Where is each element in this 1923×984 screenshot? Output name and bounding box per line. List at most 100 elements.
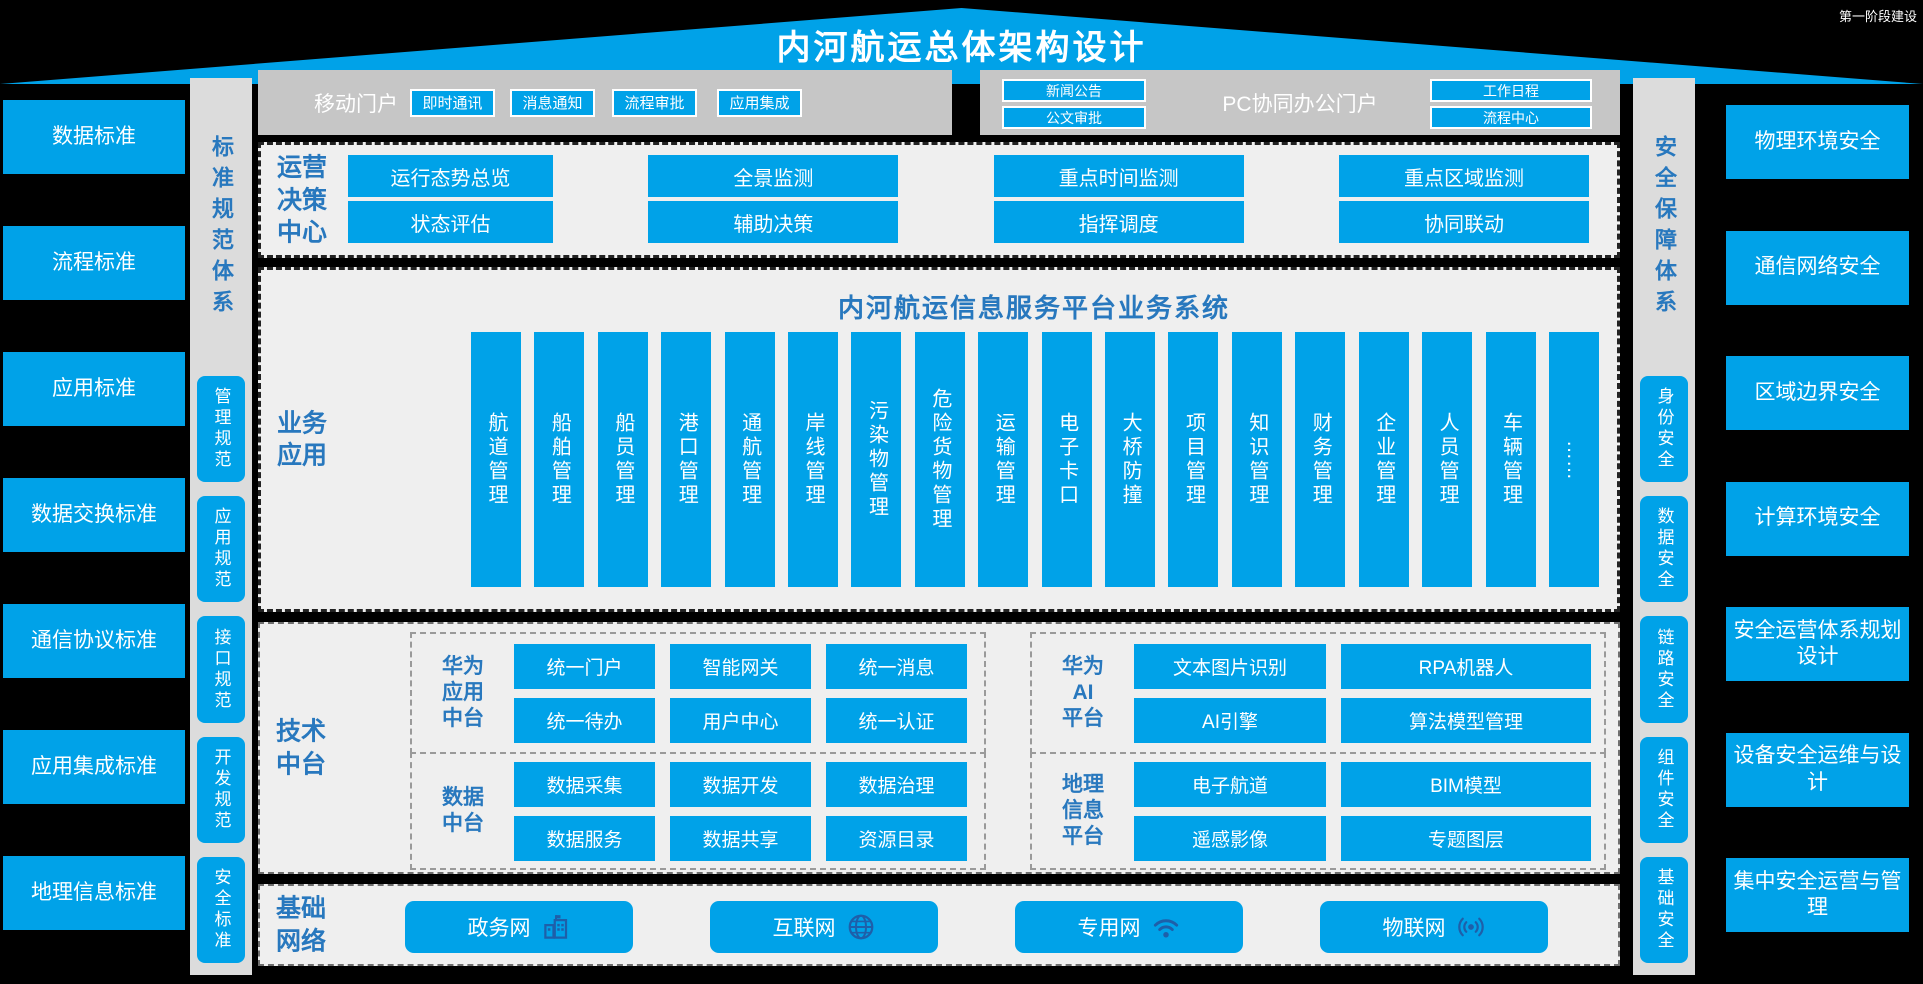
security-layer-box: 数据安全 [1640,496,1688,603]
pc-portal-panel: PC协同办公门户 新闻公告 公文审批 工作日程 流程中心 [980,70,1620,135]
network-button-label: 专用网 [1077,917,1141,940]
business-system-label: 岸线管理 [802,411,825,508]
standards-spec-title: 标准规范体系 [209,135,234,321]
business-system-box: 项目管理 [1168,332,1219,587]
tech-button: 数据服务 [514,815,655,861]
security-box: 计算环境安全 [1726,481,1909,556]
security-assurance-title: 安全保障体系 [1652,135,1677,321]
business-systems: 航道管理 船舶管理 船员管理 港口管理 通航管理 岸线管理 污染物管理 危险货物管理 运输管理 电… [471,332,1599,587]
right-security-column: 物理环境安全 通信网络安全 区域边界安全 计算环境安全 安全运营体系规划设计 设备安全运维… [1726,105,1909,932]
business-system-label: 大桥防撞 [1119,411,1142,508]
pc-portal-button: 流程中心 [1430,106,1592,129]
tech-button: AI引擎 [1134,697,1326,743]
tech-middle-platform-label: 技术 中台 [276,717,327,779]
tech-button: 统一消息 [826,643,967,689]
business-system-box: 财务管理 [1295,332,1346,587]
tech-group-buttons: 数据采集 数据开发 数据治理 数据服务 数据共享 资源目录 [514,761,967,861]
spec-box: 安全标准 [197,856,245,964]
network-buttons: 政务网 互联网 专用网 物联网 [405,901,1548,953]
operation-button: 重点区域监测 [1338,155,1589,197]
mobile-portal-button: 应用集成 [717,88,802,117]
operation-button: 全景监测 [648,155,899,197]
security-layer-box: 基础安全 [1640,856,1688,964]
tech-button: 用户中心 [670,697,811,743]
operation-button: 重点时间监测 [993,155,1244,197]
security-layer-box: 组件安全 [1640,736,1688,843]
business-system-box: 船舶管理 [534,332,585,587]
tech-middle-platform-section: 技术 中台 华为 应用 中台 统一门户 智能网关 统一消息 统一待办 用户中心 统一认证 数据 中台数… [258,622,1620,874]
business-system-label: 危险货物管理 [928,387,951,532]
standard-box: 数据标准 [3,100,185,174]
security-layer-box-label: 基础安全 [1654,867,1674,952]
business-system-box: 通航管理 [724,332,775,587]
tech-group-label: 数据 中台 [442,785,484,835]
business-system-label: 知识管理 [1245,411,1268,508]
globe-icon [848,914,873,940]
tech-group: 华为 AI 平台 文本图片识别 RPA机器人 AI引擎 算法模型管理 [1030,632,1606,754]
tech-group-label: 华为 应用 中台 [442,654,484,731]
business-system-box: 岸线管理 [788,332,839,587]
business-system-label: 通航管理 [738,411,761,508]
network-button: 政务网 [405,901,633,953]
business-system-label: 运输管理 [992,411,1015,508]
mobile-portal-panel: 移动门户 即时通讯 消息通知 流程审批 应用集成 [258,70,952,135]
tech-button: 统一门户 [514,643,655,689]
business-system-box: 运输管理 [978,332,1029,587]
tech-button: 统一认证 [826,697,967,743]
mobile-portal-button: 消息通知 [510,88,595,117]
business-system-box: 危险货物管理 [914,332,965,587]
security-layer-box-label: 数据安全 [1654,507,1674,592]
tech-button: 资源目录 [826,815,967,861]
security-layer-box-label: 组件安全 [1654,747,1674,832]
tech-button: 统一待办 [514,697,655,743]
tech-button: 电子航道 [1134,761,1326,807]
network-button: 互联网 [710,901,938,953]
business-system-box: 大桥防撞 [1105,332,1156,587]
operation-button: 状态评估 [348,201,553,243]
business-system-box: 航道管理 [471,332,521,587]
operation-button-row: 状态评估 辅助决策 指挥调度 协同联动 [348,201,1589,243]
network-button-label: 物联网 [1382,917,1446,940]
security-box: 安全运营体系规划设计 [1726,607,1909,681]
standard-box: 应用标准 [3,352,185,426]
network-button-label: 互联网 [772,917,836,940]
business-platform-title: 内河航运信息服务平台业务系统 [837,293,1230,323]
security-box: 通信网络安全 [1726,230,1909,305]
tech-group-buttons: 文本图片识别 RPA机器人 AI引擎 算法模型管理 [1134,643,1591,743]
tech-group: 华为 应用 中台 统一门户 智能网关 统一消息 统一待办 用户中心 统一认证 [410,632,986,754]
operation-decision-label: 运营 决策 中心 [277,153,328,247]
business-system-box: 知识管理 [1231,332,1282,587]
security-assurance-column: 安全保障体系 身份安全 数据安全 链路安全 组件安全 基础安全 [1633,78,1695,975]
security-box: 区域边界安全 [1726,356,1909,430]
tech-group-label: 华为 AI 平台 [1062,654,1104,731]
business-system-label: 项目管理 [1182,411,1205,508]
operation-button: 运行态势总览 [348,155,553,197]
pc-portal-label: PC协同办公门户 [1222,92,1378,116]
tech-button: 数据共享 [670,815,811,861]
network-button-label: 政务网 [467,917,531,940]
business-system-label: 电子卡口 [1055,411,1078,508]
tech-button: 遥感影像 [1134,815,1326,861]
operation-button: 指挥调度 [993,201,1244,243]
standard-box: 地理信息标准 [3,856,185,930]
spec-box-label: 接口规范 [211,627,231,712]
tech-button: RPA机器人 [1341,643,1591,689]
standards-spec-column: 标准规范体系 管理规范 应用规范 接口规范 开发规范 安全标准 [190,78,252,975]
tech-button: 数据采集 [514,761,655,807]
tech-group-buttons: 电子航道 BIM模型 遥感影像 专题图层 [1134,761,1591,861]
business-system-label: 企业管理 [1372,411,1395,508]
mobile-portal-button: 即时通讯 [410,88,495,117]
business-system-box: 电子卡口 [1041,332,1092,587]
operation-button-row: 运行态势总览 全景监测 重点时间监测 重点区域监测 [348,155,1589,197]
network-button: 物联网 [1320,901,1548,953]
pc-portal-button: 新闻公告 [1002,79,1146,102]
business-system-box: …… [1548,332,1599,587]
business-system-box: 污染物管理 [851,332,902,587]
tech-button: 文本图片识别 [1134,643,1326,689]
spec-box-label: 安全标准 [211,867,231,952]
stage-note: 第一阶段建设 [1838,9,1917,24]
operation-button: 辅助决策 [648,201,899,243]
standard-box: 应用集成标准 [3,730,185,804]
standard-box: 通信协议标准 [3,604,185,678]
network-button: 专用网 [1015,901,1243,953]
